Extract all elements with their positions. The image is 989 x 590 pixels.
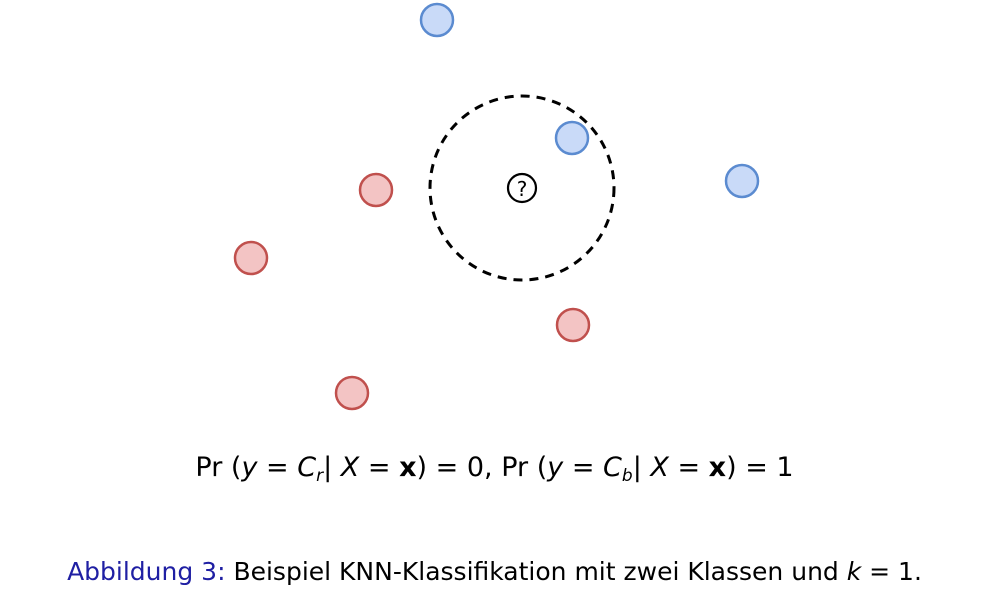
caption-text: Beispiel KNN-Klassifikation mit zwei Kla…	[225, 557, 847, 586]
class-c-r: C	[297, 452, 317, 483]
caption-label: Abbildung 3:	[67, 557, 226, 586]
knn-diagram: ?	[233, 2, 760, 411]
class-c-b: C	[603, 452, 622, 483]
class-c-b-sub: b	[621, 466, 633, 486]
red-point-bottom	[334, 375, 370, 411]
result-1: ) = 0,	[416, 452, 502, 483]
query-point-marker	[506, 172, 538, 204]
var-x-1: X	[340, 452, 360, 483]
var-y-2: y	[547, 452, 564, 483]
caption-var-k: k	[846, 557, 862, 586]
figure-caption: Abbildung 3: Beispiel KNN-Klassifikation…	[0, 554, 989, 590]
vec-x-2: x	[708, 452, 727, 483]
query-point-label: ?	[517, 177, 528, 201]
pr-operator-1: Pr	[195, 452, 223, 483]
class-c-r-sub: r	[316, 466, 324, 486]
result-2: ) = 1	[726, 452, 794, 483]
blue-point-neighbor	[554, 120, 590, 156]
red-point-left-lower	[233, 240, 269, 276]
red-point-below	[555, 307, 591, 343]
blue-point-right	[724, 163, 760, 199]
var-y-1: y	[241, 452, 258, 483]
pr-operator-2: Pr	[501, 452, 529, 483]
var-x-2: X	[650, 452, 669, 483]
neighborhood-circle	[428, 94, 616, 282]
red-point-left-upper	[358, 172, 394, 208]
vec-x-1: x	[399, 452, 417, 483]
caption-tail: = 1.	[861, 557, 922, 586]
probability-formula: Pr (y = Cr| X = x) = 0, Pr (y = Cb| X = …	[195, 452, 794, 486]
blue-point-top	[419, 2, 455, 38]
